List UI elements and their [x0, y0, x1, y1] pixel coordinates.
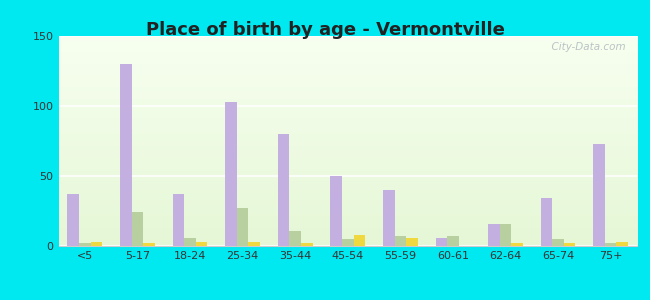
- Bar: [278, 134, 289, 246]
- Bar: [225, 102, 237, 246]
- Bar: [406, 238, 418, 246]
- Bar: [500, 224, 512, 246]
- Bar: [90, 242, 102, 246]
- Bar: [593, 144, 605, 246]
- Bar: [173, 194, 184, 246]
- Bar: [184, 238, 196, 246]
- Bar: [79, 243, 90, 246]
- Bar: [605, 243, 616, 246]
- Bar: [552, 239, 564, 246]
- Bar: [541, 198, 552, 246]
- Bar: [564, 243, 575, 246]
- Text: City-Data.com: City-Data.com: [545, 42, 625, 52]
- Bar: [354, 235, 365, 246]
- Bar: [616, 242, 628, 246]
- Bar: [237, 208, 248, 246]
- Bar: [330, 176, 342, 246]
- Bar: [68, 194, 79, 246]
- Bar: [301, 243, 313, 246]
- Bar: [447, 236, 459, 246]
- Bar: [248, 242, 260, 246]
- Legend: Born in state of residence, Born in other state, Foreign-born: Born in state of residence, Born in othe…: [140, 298, 556, 300]
- Bar: [131, 212, 143, 246]
- Bar: [383, 190, 395, 246]
- Bar: [436, 238, 447, 246]
- Bar: [143, 243, 155, 246]
- Bar: [342, 239, 354, 246]
- Bar: [395, 236, 406, 246]
- Bar: [120, 64, 131, 246]
- Text: Place of birth by age - Vermontville: Place of birth by age - Vermontville: [146, 21, 504, 39]
- Bar: [512, 243, 523, 246]
- Bar: [196, 242, 207, 246]
- Bar: [289, 231, 301, 246]
- Bar: [488, 224, 500, 246]
